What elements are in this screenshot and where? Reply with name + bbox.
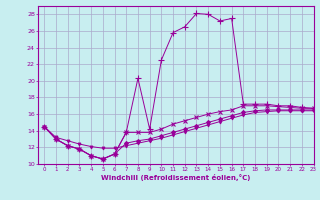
X-axis label: Windchill (Refroidissement éolien,°C): Windchill (Refroidissement éolien,°C)	[101, 174, 251, 181]
